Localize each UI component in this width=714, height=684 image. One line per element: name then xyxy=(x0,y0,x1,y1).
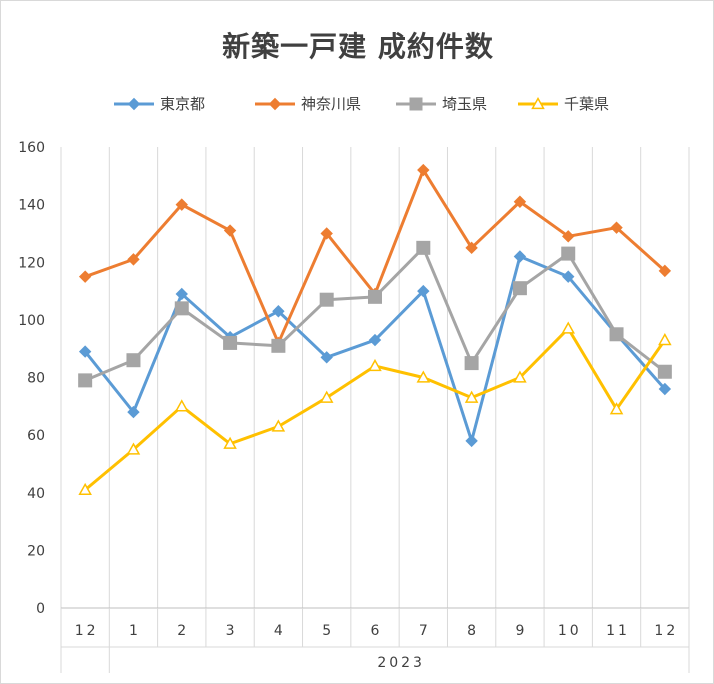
legend-label: 千葉県 xyxy=(564,95,609,113)
y-tick-label: 140 xyxy=(18,198,45,214)
data-point xyxy=(561,321,576,334)
x-tick-label: 10 xyxy=(558,623,582,639)
y-tick-label: 40 xyxy=(27,486,45,502)
legend-label: 東京都 xyxy=(160,95,205,113)
data-point xyxy=(417,163,430,177)
x-tick-label: 8 xyxy=(467,623,479,639)
grid-layer xyxy=(60,147,690,608)
data-point xyxy=(513,195,527,208)
series-layer xyxy=(78,163,672,496)
x-tick-label: 7 xyxy=(419,623,431,639)
data-point xyxy=(174,301,189,316)
data-point xyxy=(127,97,141,111)
data-point xyxy=(409,97,423,111)
data-point xyxy=(368,358,382,372)
chart-title: 新築一戸建 成約件数 xyxy=(222,30,494,63)
data-point xyxy=(609,327,624,342)
data-point xyxy=(464,356,479,371)
x-tick-label: 6 xyxy=(371,623,383,639)
data-point xyxy=(319,390,334,403)
data-point xyxy=(610,221,623,234)
data-point xyxy=(513,370,527,383)
data-point xyxy=(512,281,527,296)
data-point xyxy=(464,390,479,403)
data-point xyxy=(368,289,382,304)
data-point xyxy=(223,224,237,237)
data-point xyxy=(658,264,672,278)
data-point xyxy=(658,382,672,396)
legend-label: 神奈川県 xyxy=(301,95,361,113)
data-point xyxy=(320,351,333,364)
data-point xyxy=(127,405,140,419)
data-point xyxy=(78,373,93,388)
legend-label: 埼玉県 xyxy=(442,95,487,113)
x-tick-label: 9 xyxy=(515,623,527,639)
data-point xyxy=(223,335,238,350)
x-tick-label: 3 xyxy=(226,623,238,639)
data-point xyxy=(175,198,188,211)
data-point xyxy=(368,333,382,347)
data-point xyxy=(272,305,285,318)
data-point xyxy=(609,402,624,415)
data-point xyxy=(126,442,141,455)
legend-layer: 東京都 神奈川県 埼玉県 千葉県 xyxy=(114,95,609,113)
x-tick-label: 2 xyxy=(177,623,189,639)
data-point xyxy=(319,292,334,307)
x-tick-label: 1 xyxy=(129,623,141,639)
data-point xyxy=(658,332,672,346)
data-point xyxy=(271,419,286,432)
data-point xyxy=(175,287,188,301)
data-point xyxy=(127,253,140,266)
y-tick-label: 0 xyxy=(36,601,45,617)
data-point xyxy=(223,436,237,449)
data-point xyxy=(417,284,430,298)
y-tick-label: 60 xyxy=(27,428,45,444)
x-tick-label: 12 xyxy=(654,623,678,639)
y-tick-label: 160 xyxy=(18,140,45,156)
data-point xyxy=(78,482,92,496)
data-point xyxy=(562,270,575,283)
y-tick-label: 20 xyxy=(27,543,45,559)
data-point xyxy=(271,338,286,353)
y-tick-label: 100 xyxy=(18,313,45,329)
data-point xyxy=(465,241,478,255)
x-group-label: 2023 xyxy=(377,655,425,671)
x-tick-label: 11 xyxy=(606,623,630,639)
x-tick-label: 4 xyxy=(274,623,286,639)
data-point xyxy=(320,227,333,240)
data-point xyxy=(561,246,576,261)
data-point xyxy=(78,345,92,358)
data-point xyxy=(465,434,478,448)
data-point xyxy=(416,240,431,255)
y-tick-label: 80 xyxy=(27,371,45,387)
data-point xyxy=(416,370,431,383)
data-point xyxy=(174,399,189,412)
data-point xyxy=(268,97,282,111)
data-point xyxy=(657,364,672,379)
series-line xyxy=(83,327,667,492)
data-point xyxy=(513,250,527,263)
x-tick-label: 12 xyxy=(75,623,99,639)
data-point xyxy=(78,270,92,283)
data-point xyxy=(531,96,545,110)
y-tick-label: 120 xyxy=(18,255,45,271)
data-point xyxy=(126,353,141,368)
x-tick-label: 5 xyxy=(322,623,334,639)
data-point xyxy=(562,230,575,243)
